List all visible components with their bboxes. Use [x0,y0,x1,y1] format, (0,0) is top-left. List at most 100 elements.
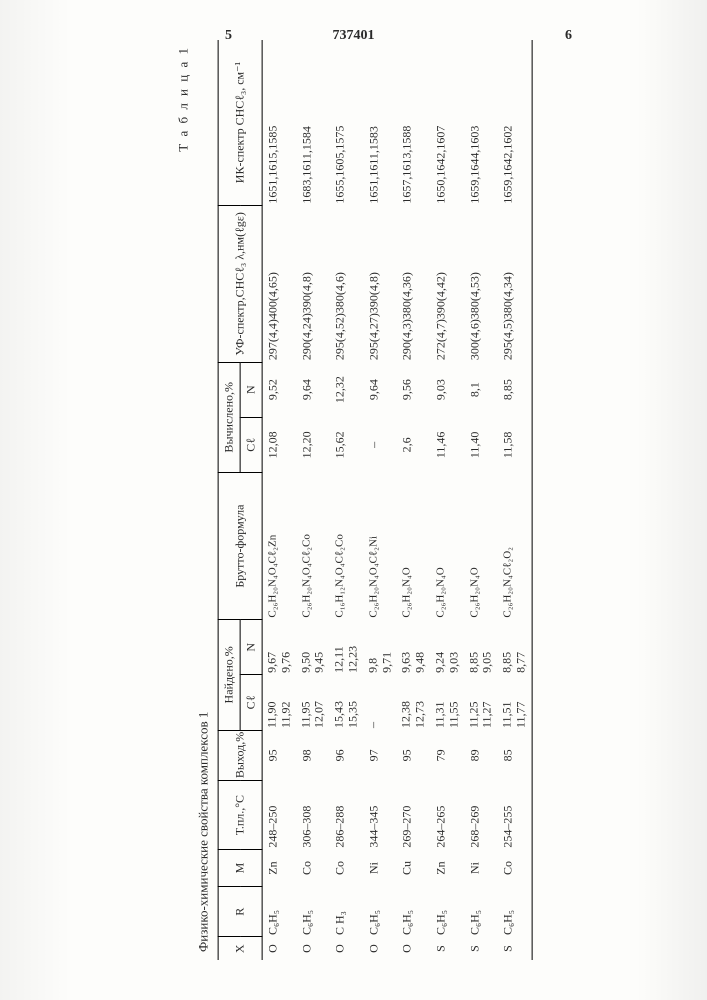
table-cell: 268–269 [464,781,498,850]
table-cell: Cu [397,850,431,887]
table-cell: 12,08 [262,417,296,472]
table-cell: 1659,1644,1603 [464,40,498,206]
table-cell: 9,56 [397,362,431,417]
table-cell: 8,1 [464,362,498,417]
table-cell: 98 [296,730,330,781]
table-cell: S [430,937,464,960]
table-cell: 295(4,27)390(4,8) [363,206,397,362]
table-cell: O [262,937,296,960]
col-X: X [218,937,262,960]
table-cell: O [363,937,397,960]
col-Yield: Выход,% [218,730,262,781]
table-cell: 295(4,52)380(4,6) [329,206,363,362]
col-Calc-N: N [240,362,262,417]
col-Found-N: N [240,620,262,675]
table-cell: 8,859,05 [464,620,498,675]
table-cell: C₂₆H₂₀N₄O [430,472,464,619]
col-M: M [218,850,262,887]
table-cell: 1651,1615,1585 [262,40,296,206]
table-cell: C₆H₅ [296,886,330,937]
table-cell: O [329,937,363,960]
table-cell: 12,3812,73 [397,675,431,730]
table-cell: C₆H₅ [262,886,296,937]
table-cell: Zn [262,850,296,887]
table-cell: – [363,675,397,730]
table-cell: 15,62 [329,417,363,472]
table-cell: 1650,1642,1607 [430,40,464,206]
table-cell: 9,64 [363,362,397,417]
col-R: R [218,886,262,937]
col-Calc: Вычислено,% [218,362,240,472]
table-cell: 9,679,76 [262,620,296,675]
table-cell: S [464,937,498,960]
table-cell: 295(4,5)380(4,34) [497,206,531,362]
table-cell: 269–270 [397,781,431,850]
table-cell: 344–345 [363,781,397,850]
table-cell: 9,03 [430,362,464,417]
table-cell: 2,6 [397,417,431,472]
table-cell: C₆H₅ [397,886,431,937]
col-IR: ИК-спектр CHCℓ₃, см⁻¹ [218,40,262,206]
table-cell: 297(4,4)400(4,65) [262,206,296,362]
table-cell: Zn [430,850,464,887]
table-cell: Co [296,850,330,887]
table-cell: 248–250 [262,781,296,850]
table-cell: 8,858,77 [497,620,531,675]
table-cell: 1659,1642,1602 [497,40,531,206]
table-cell: 79 [430,730,464,781]
table-cell: 85 [497,730,531,781]
table-cell: Ni [363,850,397,887]
table-cell: – [363,417,397,472]
table-cell: 96 [329,730,363,781]
table-cell: 11,58 [497,417,531,472]
table-cell: 11,40 [464,417,498,472]
table-cell: C₂₆H₂₀N₄O₄Cℓ₂Co [296,472,330,619]
table-cell: 1683,1611,1584 [296,40,330,206]
table-cell: 9,509,45 [296,620,330,675]
table-cell: 1657,1613,1588 [397,40,431,206]
table-cell: 8,85 [497,362,531,417]
table-cell: 264–265 [430,781,464,850]
table-cell: 1651,1611,1583 [363,40,397,206]
col-Tpl: Т.пл.,°С [218,781,262,850]
table-cell: O [296,937,330,960]
table-cell: 286–288 [329,781,363,850]
table-cell: 95 [262,730,296,781]
col-UV: УФ-спектр,CHCℓ₃ λ,нм(ℓgε) [218,206,262,362]
table-cell: 11,9512,07 [296,675,330,730]
table-cell: 9,249,03 [430,620,464,675]
table-cell: 12,20 [296,417,330,472]
table-row: OC₆H₅Cu269–2709512,3812,739,639,48C₂₆H₂₀… [397,40,431,960]
table-cell: C₁₆H₁₂N₄O₄Cℓ₂Co [329,472,363,619]
table-cell: C₂₆H₂₀N₄O₄Cℓ₂Zn [262,472,296,619]
table-row: SC₆H₅Zn264–2657911,3111,559,249,03C₂₆H₂₀… [430,40,464,960]
table-cell: 11,5111,77 [497,675,531,730]
table-cell: 95 [397,730,431,781]
table-cell: C₆H₅ [363,886,397,937]
table-cell: 97 [363,730,397,781]
table-cell: 9,89,71 [363,620,397,675]
table-cell: 11,46 [430,417,464,472]
col-Formula: Брутто-формула [218,472,262,619]
table-row: OC H₃Co286–2889615,4315,3512,1112,23C₁₆H… [329,40,363,960]
table-cell: 9,52 [262,362,296,417]
data-table: X R M Т.пл.,°С Выход,% Найдено,% Брутто-… [217,40,532,960]
table-row: SC₆H₅Co254–2558511,5111,778,858,77C₂₆H₂₀… [497,40,531,960]
table-cell: 89 [464,730,498,781]
table-row: OC₆H₅Ni344–34597–9,89,71C₂₆H₂₀N₄O₄Cℓ₂Ni–… [363,40,397,960]
table-cell: 11,2511,27 [464,675,498,730]
col-Found-Cl: Cℓ [240,675,262,730]
table-row: OC₆H₅Co306–3089811,9512,079,509,45C₂₆H₂₀… [296,40,330,960]
table-cell: C₆H₅ [464,886,498,937]
table-cell: S [497,937,531,960]
col-Found: Найдено,% [218,620,240,730]
table-cell: 306–308 [296,781,330,850]
table-cell: 300(4,6)380(4,53) [464,206,498,362]
rotated-content: Т а б л и ц а 1 Физико-химические свойст… [175,40,532,960]
table-cell: O [397,937,431,960]
table-cell: C₂₆H₂₀N₄O [464,472,498,619]
table-cell: 290(4,24)390(4,8) [296,206,330,362]
table-cell: Co [497,850,531,887]
table-cell: 11,9011,92 [262,675,296,730]
table-cell: 254–255 [497,781,531,850]
